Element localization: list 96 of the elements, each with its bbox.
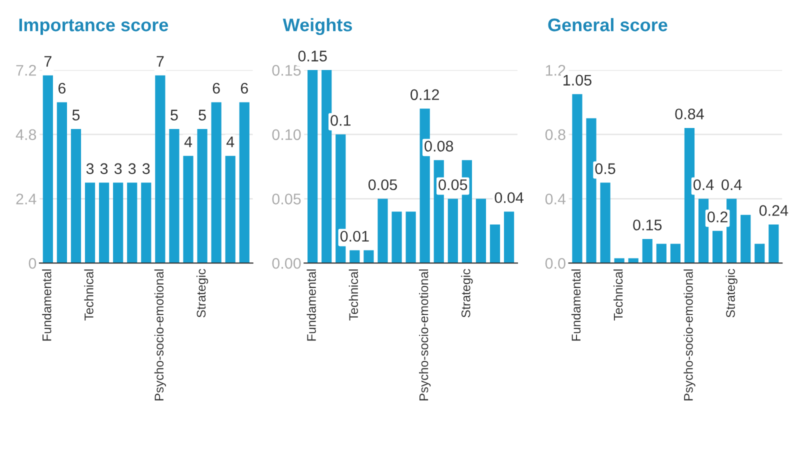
bar: [141, 182, 152, 264]
x-tick-label: Psycho-socio-emotional: [684, 270, 696, 400]
data-label: 3: [128, 163, 136, 174]
data-label: 3: [100, 163, 108, 174]
bar: [392, 212, 402, 264]
bar: [197, 129, 208, 264]
data-label: 0.08: [424, 140, 454, 152]
data-label: 3: [142, 163, 150, 174]
x-tick-label: Technical: [348, 270, 358, 320]
data-label: 0.15: [633, 220, 662, 230]
bar: [768, 224, 779, 264]
data-label: 5: [198, 110, 206, 120]
bar: [600, 182, 610, 264]
bar: [586, 118, 596, 264]
data-label: 0.4: [693, 179, 714, 190]
bar: [504, 212, 514, 264]
y-tick-label: 0.4: [545, 194, 566, 204]
data-label: 0.5: [595, 163, 616, 174]
x-tick-label: Technical: [84, 270, 94, 320]
y-tick-label: 7.2: [16, 64, 36, 76]
bar: [712, 230, 723, 264]
bar: [572, 94, 582, 264]
bar: [113, 182, 124, 264]
data-label: 6: [240, 82, 248, 94]
data-label: 0.4: [722, 179, 742, 190]
bar: [740, 214, 751, 264]
y-tick-label: 0: [28, 258, 36, 269]
bar: [698, 198, 709, 264]
x-tick-label: Strategic: [196, 268, 208, 318]
bar: [350, 250, 360, 264]
bar: [670, 244, 680, 264]
bar: [406, 212, 416, 264]
data-label: 0.15: [298, 50, 327, 62]
data-label: 4: [184, 136, 192, 148]
bar: [308, 70, 318, 264]
x-tick-label: Fundamental: [42, 270, 52, 341]
x-tick-label: Psycho-socio-emotional: [154, 270, 166, 400]
x-tick-label: Strategic: [461, 268, 473, 318]
y-tick-label: 4.8: [16, 129, 36, 140]
x-tick-label: Strategic: [726, 268, 738, 318]
chart-title: Weights: [282, 18, 352, 35]
data-label: 5: [170, 110, 178, 120]
bar: [684, 128, 695, 264]
bar: [378, 198, 388, 264]
data-label: 7: [156, 56, 164, 67]
data-label: 0.1: [330, 115, 351, 126]
bar: [476, 198, 486, 264]
bar: [754, 244, 765, 264]
data-label: 0.05: [438, 179, 468, 190]
bar: [84, 182, 96, 264]
bar: [642, 238, 652, 264]
bar: [42, 75, 53, 264]
bar: [726, 198, 737, 264]
bar: [70, 129, 82, 264]
y-tick-label: 0.8: [545, 129, 566, 140]
bar: [239, 102, 250, 264]
data-label: 0.12: [410, 89, 439, 100]
x-tick-label: Fundamental: [571, 270, 581, 341]
x-tick-label: Fundamental: [306, 270, 316, 341]
data-label: 7: [44, 56, 52, 67]
bar: [169, 129, 180, 264]
bar: [127, 182, 138, 264]
y-tick-label: 0.0: [545, 258, 566, 269]
data-label: 5: [72, 110, 80, 120]
bar: [448, 198, 458, 264]
bar: [490, 224, 500, 264]
data-label: 1.05: [564, 74, 592, 86]
data-label: 0.01: [340, 230, 369, 242]
bar: [225, 156, 236, 264]
data-label: 3: [86, 163, 94, 174]
data-label: 6: [58, 82, 66, 94]
y-tick-label: 0.05: [272, 194, 301, 204]
bar: [183, 156, 194, 264]
data-label: 4: [226, 136, 234, 148]
bar: [656, 244, 666, 264]
chart-title: General score: [548, 18, 668, 32]
data-label: 6: [212, 82, 220, 94]
data-label: 0.24: [759, 205, 788, 216]
bar: [211, 102, 222, 264]
bar: [155, 75, 166, 264]
data-label: 0.84: [675, 108, 704, 120]
bar: [56, 102, 68, 264]
data-label: 0.05: [368, 179, 397, 190]
data-label: 0.2: [708, 212, 728, 222]
y-tick-label: 0.10: [272, 129, 301, 140]
y-tick-label: 0.15: [272, 64, 301, 76]
y-tick-label: 2.4: [16, 194, 36, 204]
x-tick-label: Psycho-socio-emotional: [419, 270, 431, 400]
bar: [99, 182, 110, 264]
y-tick-label: 0.00: [272, 258, 301, 269]
bar: [364, 250, 374, 264]
chart-title: Importance score: [19, 18, 168, 35]
x-tick-label: Technical: [613, 270, 623, 320]
bar: [322, 70, 332, 264]
data-label: 3: [114, 163, 122, 174]
data-label: 0.04: [494, 192, 524, 204]
